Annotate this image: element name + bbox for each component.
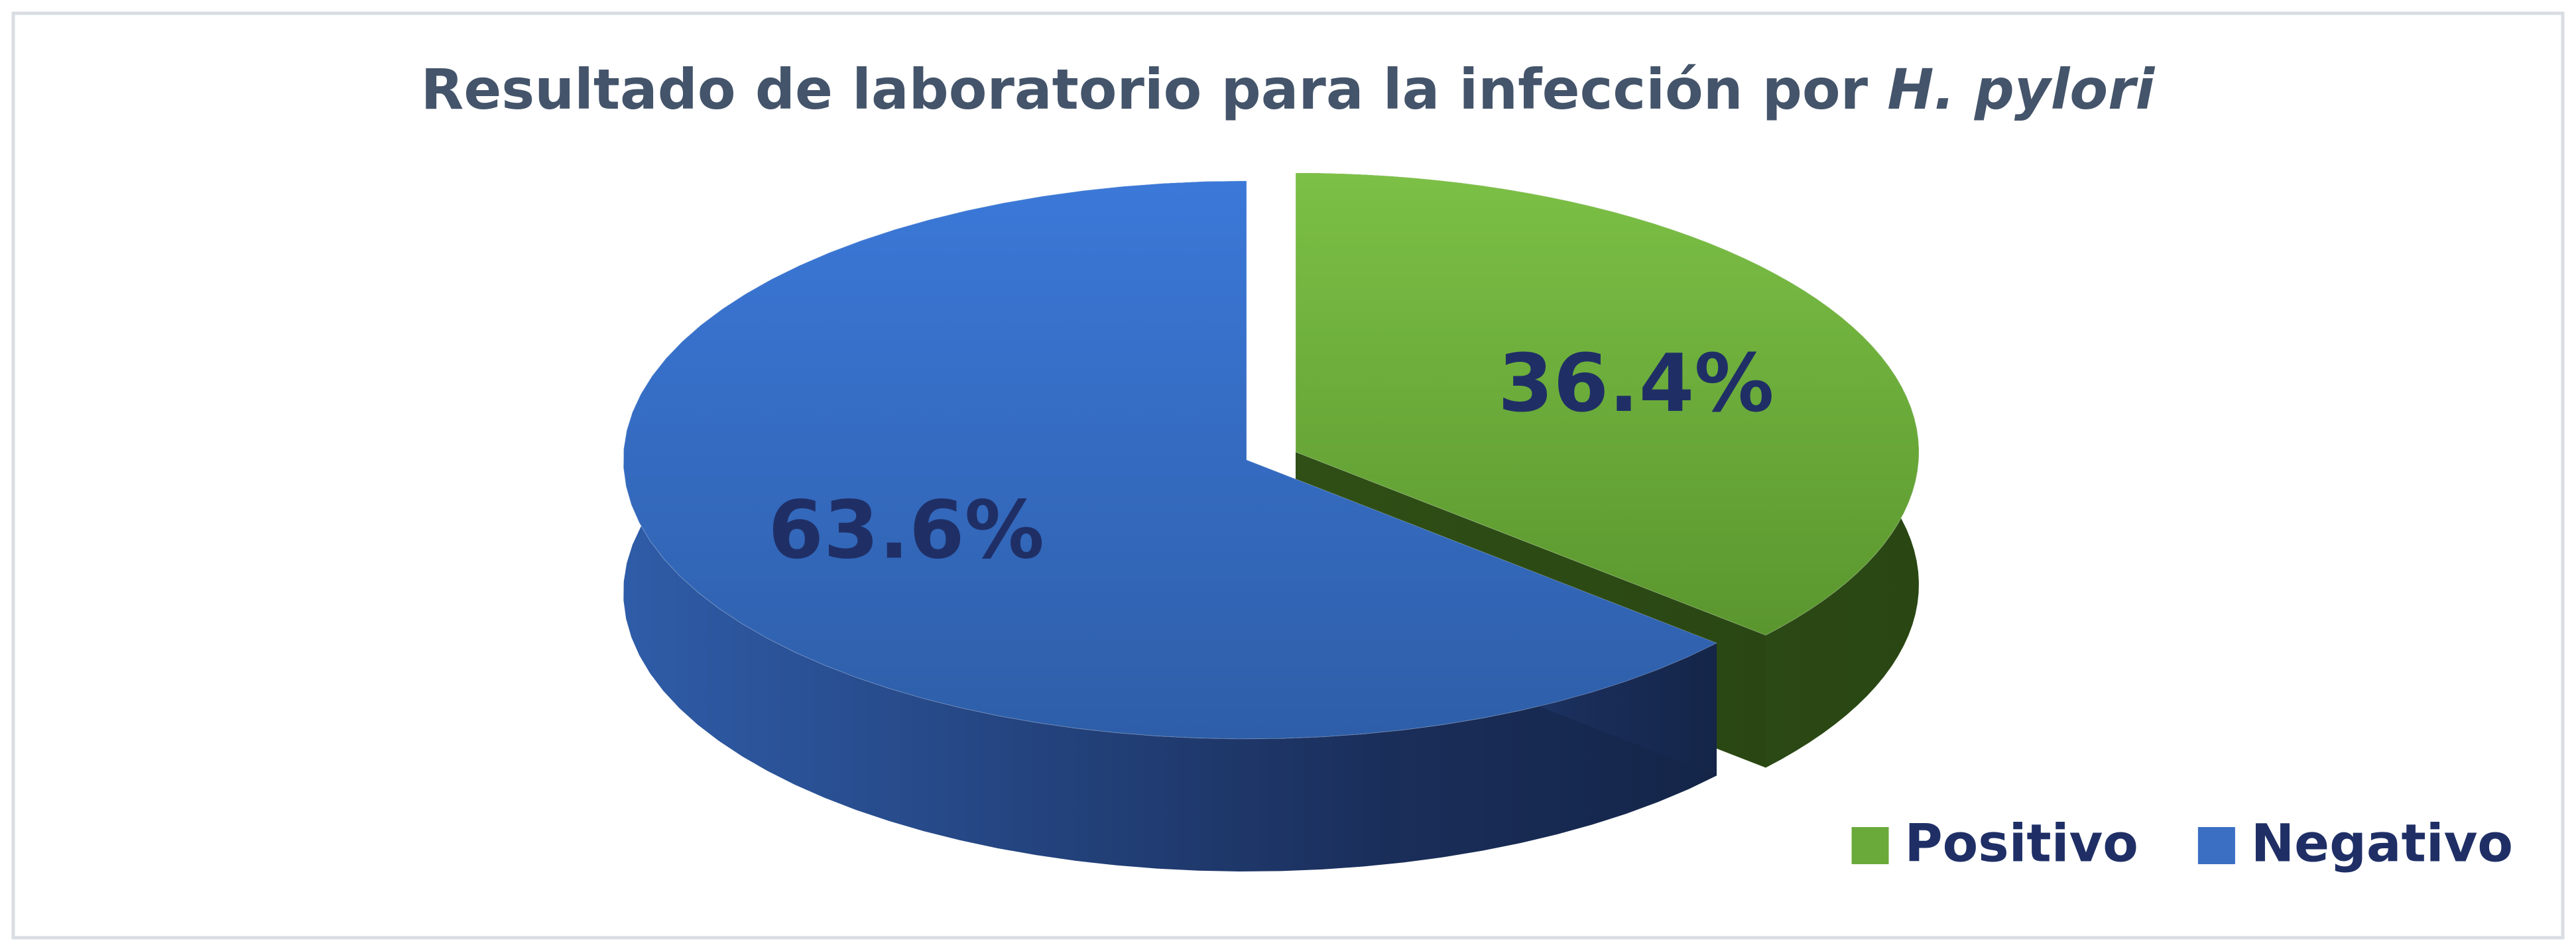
title-text: Resultado de laboratorio para la infecci…: [421, 57, 1869, 122]
value-label: 36.4%: [1498, 338, 1774, 430]
pie-slice: [1295, 172, 1920, 636]
legend-swatch: [1851, 827, 1889, 864]
legend: Negativo Positivo: [1851, 814, 2513, 873]
title-italic: H. pylori: [1887, 57, 2155, 122]
chart-title: Resultado de laboratorio para la infecci…: [421, 57, 2156, 122]
value-label: 63.6%: [768, 484, 1044, 577]
legend-swatch: [2197, 827, 2235, 864]
pie: 36.4% 63.6%: [623, 172, 1920, 871]
pie-slice: [623, 180, 1718, 740]
legend-label: Negativo: [2251, 814, 2513, 873]
legend-label: Positivo: [1905, 814, 2138, 873]
